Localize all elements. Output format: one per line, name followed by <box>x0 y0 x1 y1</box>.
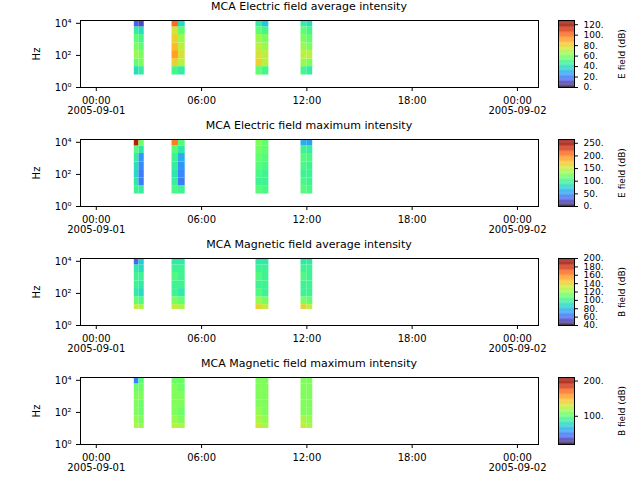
svg-text:12:00: 12:00 <box>292 214 321 225</box>
svg-text:00:002005-09-01: 00:002005-09-01 <box>67 333 125 354</box>
svg-text:06:00: 06:00 <box>187 95 216 106</box>
svg-text:120.: 120. <box>584 20 604 30</box>
svg-text:06:00: 06:00 <box>187 452 216 463</box>
svg-text:120.: 120. <box>583 286 604 297</box>
svg-text:0.: 0. <box>584 82 593 92</box>
svg-text:10⁰: 10⁰ <box>55 82 72 93</box>
svg-text:Hz: Hz <box>31 48 42 61</box>
svg-text:250.: 250. <box>584 138 604 148</box>
svg-text:06:00: 06:00 <box>187 214 216 225</box>
svg-text:60.: 60. <box>584 51 598 61</box>
svg-text:Hz: Hz <box>31 286 42 299</box>
svg-text:100.: 100. <box>584 411 604 421</box>
svg-text:12:00: 12:00 <box>292 333 321 344</box>
svg-text:100.: 100. <box>584 30 604 40</box>
svg-text:18:00: 18:00 <box>398 452 427 463</box>
svg-text:10⁴: 10⁴ <box>55 18 72 29</box>
svg-text:12:00: 12:00 <box>292 452 321 463</box>
svg-text:00:002005-09-02: 00:002005-09-02 <box>488 452 546 473</box>
html-text:MCA Electric field maximum int: MCA Electric field maximum intensity <box>205 119 413 132</box>
svg-text:10⁰: 10⁰ <box>55 439 72 450</box>
svg-text:10²: 10² <box>55 169 72 180</box>
svg-text:18:00: 18:00 <box>398 214 427 225</box>
html-text:MCA Electric field average int: MCA Electric field average intensity <box>211 0 407 13</box>
svg-text:20.: 20. <box>584 72 598 82</box>
svg-text:10⁰: 10⁰ <box>55 320 72 331</box>
svg-text:200.: 200. <box>584 253 604 263</box>
svg-text:12:00: 12:00 <box>292 95 321 106</box>
svg-text:140.: 140. <box>583 278 604 289</box>
svg-text:80.: 80. <box>583 303 598 314</box>
svg-text:10⁴: 10⁴ <box>55 137 72 148</box>
svg-text:40.: 40. <box>584 61 598 71</box>
svg-text:00:002005-09-02: 00:002005-09-02 <box>488 214 546 235</box>
svg-text:150.: 150. <box>584 163 604 173</box>
svg-text:00:002005-09-01: 00:002005-09-01 <box>67 214 125 235</box>
svg-text:80.: 80. <box>584 41 598 51</box>
svg-text:10⁴: 10⁴ <box>55 375 72 386</box>
svg-text:18:00: 18:00 <box>398 333 427 344</box>
svg-text:200.: 200. <box>584 376 604 386</box>
html-text:MCA Magnetic field average int: MCA Magnetic field average intensity <box>206 238 412 251</box>
svg-text:180.: 180. <box>583 261 604 272</box>
svg-text:10⁰: 10⁰ <box>55 201 72 212</box>
svg-text:10²: 10² <box>55 288 72 299</box>
svg-text:160.: 160. <box>583 270 604 281</box>
svg-text:B field (dB): B field (dB) <box>617 386 627 436</box>
svg-text:100.: 100. <box>583 295 604 306</box>
svg-text:200.: 200. <box>584 151 604 161</box>
svg-text:Hz: Hz <box>31 167 42 180</box>
svg-text:0.: 0. <box>584 201 593 211</box>
svg-text:50.: 50. <box>584 189 598 199</box>
svg-text:60.: 60. <box>583 312 598 322</box>
svg-text:18:00: 18:00 <box>398 95 427 106</box>
svg-text:10²: 10² <box>55 50 72 61</box>
svg-text:00:002005-09-01: 00:002005-09-01 <box>67 95 125 116</box>
svg-text:E field (dB): E field (dB) <box>617 148 627 198</box>
svg-text:00:002005-09-02: 00:002005-09-02 <box>488 95 546 116</box>
svg-text:E field (dB): E field (dB) <box>617 29 627 79</box>
html-text:MCA Magnetic field maximum int: MCA Magnetic field maximum intensity <box>201 357 417 370</box>
svg-text:06:00: 06:00 <box>187 333 216 344</box>
svg-text:00:002005-09-01: 00:002005-09-01 <box>67 452 125 473</box>
svg-text:Hz: Hz <box>31 405 42 418</box>
svg-text:100.: 100. <box>584 176 604 186</box>
svg-text:10²: 10² <box>55 407 72 418</box>
svg-text:00:002005-09-02: 00:002005-09-02 <box>488 333 546 354</box>
svg-text:B field (dB): B field (dB) <box>617 267 627 317</box>
svg-text:10⁴: 10⁴ <box>55 256 72 267</box>
svg-text:40.: 40. <box>583 320 598 331</box>
